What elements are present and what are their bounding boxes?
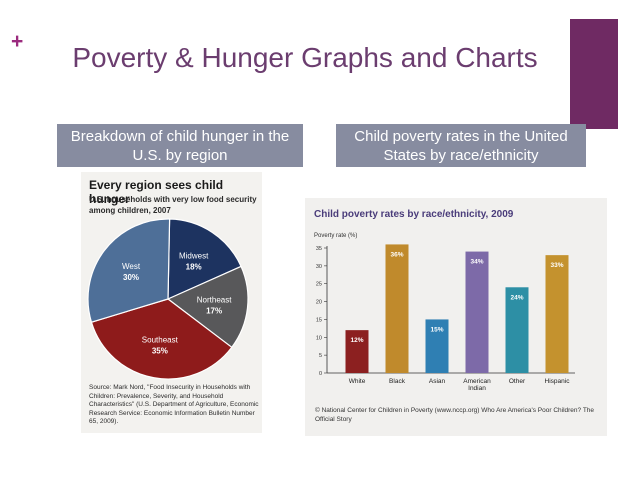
bar-ytick-label: 15	[316, 317, 322, 323]
bar-black	[385, 244, 409, 373]
plus-icon: +	[11, 30, 24, 53]
pie-value-northeast: 17%	[206, 306, 222, 315]
pie-source: Source: Mark Nord, "Food Insecurity in H…	[89, 384, 259, 425]
bar-asian	[425, 319, 449, 373]
caption-pie: Breakdown of child hunger in the U.S. by…	[57, 124, 303, 167]
bar-ytick-label: 5	[319, 353, 322, 359]
pie-label-west: West	[122, 262, 141, 271]
pie-slice-northeast	[166, 265, 249, 349]
bar-value-label: 24%	[510, 294, 523, 301]
bar-ytick-label: 35	[316, 246, 322, 252]
bar-value-label: 15%	[430, 326, 443, 333]
caption-bar: Child poverty rates in the United States…	[336, 124, 586, 167]
slide-title: Poverty & Hunger Graphs and Charts	[72, 42, 538, 73]
bar-category-label: Black	[389, 378, 406, 385]
bar-ylabel: Poverty rate (%)	[314, 233, 358, 239]
bar-ytick-label: 10	[316, 335, 322, 341]
pie-label-midwest: Midwest	[179, 251, 209, 260]
pie-label-northeast: Northeast	[197, 295, 232, 304]
bar-category-label: Hispanic	[545, 378, 571, 385]
bar-title: Child poverty rates by race/ethnicity, 2…	[314, 209, 514, 220]
bar-american-indian	[465, 251, 489, 373]
bar-chart: 0 5 10 15 20 25 30 35 12% White 36% Black 15% Asian 34…	[316, 244, 575, 392]
bar-white	[345, 330, 369, 373]
pie-slice-southeast	[90, 298, 233, 380]
pie-subtitle: U.S. households with very low food secur…	[89, 195, 257, 215]
bar-category-label: White	[349, 378, 366, 385]
bar-value-label: 36%	[390, 251, 403, 258]
bar-chart-panel: Child poverty rates by race/ethnicity, 2…	[305, 198, 607, 436]
pie-chart: Midwest 18% Northeast 17% Southeast 35% West 30…	[87, 218, 249, 380]
bar-value-label: 34%	[470, 259, 483, 266]
bar-ytick-label: 20	[316, 300, 322, 306]
bar-value-label: 12%	[350, 337, 363, 344]
pie-value-west: 30%	[123, 273, 139, 282]
pie-slice-midwest	[167, 218, 242, 300]
bar-source: © National Center for Children in Povert…	[315, 407, 595, 423]
pie-chart-panel: Every region sees child hunger U.S. hous…	[81, 172, 262, 433]
pie-value-midwest: 18%	[186, 262, 202, 271]
pie-slice-west	[87, 218, 171, 323]
bar-category-label: Other	[509, 378, 526, 385]
bar-ytick-label: 0	[319, 371, 322, 377]
bar-ytick-label: 30	[316, 264, 322, 270]
bar-category-label: Asian	[429, 378, 446, 385]
bar-category-label: Indian	[468, 385, 486, 392]
pie-title: Every region sees child hunger	[89, 178, 224, 206]
bar-ytick-label: 25	[316, 282, 322, 288]
bar-other	[505, 287, 529, 373]
pie-value-southeast: 35%	[152, 347, 168, 356]
bar-hispanic	[545, 255, 569, 373]
bar-value-label: 33%	[550, 262, 563, 269]
pie-label-southeast: Southeast	[142, 336, 179, 345]
bar-category-label: American	[463, 378, 491, 385]
accent-bar	[570, 19, 618, 129]
